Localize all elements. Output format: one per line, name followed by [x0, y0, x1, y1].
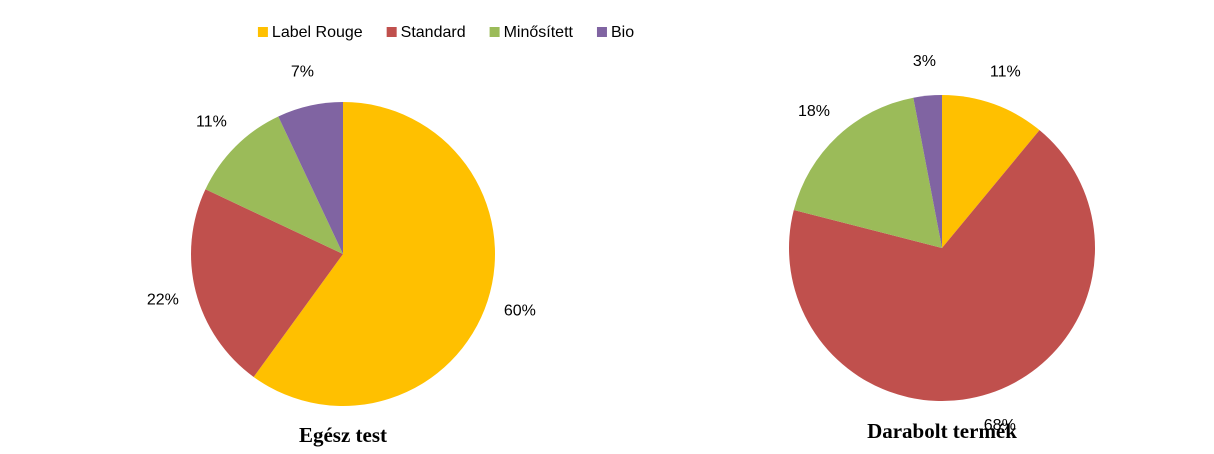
legend-label: Label Rouge — [272, 24, 363, 41]
chart-title: Egész test — [299, 423, 387, 447]
pie-slice — [191, 189, 343, 377]
legend-swatch — [386, 27, 397, 37]
legend-swatch — [257, 27, 268, 37]
legend-label: Bio — [611, 24, 634, 41]
pie-slice — [793, 97, 942, 248]
chart-title: Darabolt termék — [867, 419, 1017, 443]
pie-slice — [789, 130, 1095, 401]
data-label: 7% — [291, 64, 314, 81]
legend-swatch — [596, 27, 607, 37]
data-label: 60% — [504, 303, 536, 320]
pie-slice — [913, 95, 942, 248]
data-label: 11% — [196, 114, 227, 131]
legend-swatch — [489, 27, 500, 37]
data-label: 68% — [984, 417, 1016, 434]
legend: Label Rouge Standard Minősített Bio — [257, 24, 634, 41]
data-label: 11% — [990, 63, 1021, 80]
data-label: 18% — [798, 103, 830, 120]
pie-slice — [205, 116, 343, 255]
data-label: 3% — [913, 53, 936, 70]
legend-label: Standard — [401, 24, 466, 41]
pie-slice — [942, 95, 1040, 248]
pie-slice — [253, 102, 495, 406]
data-label: 22% — [147, 291, 179, 308]
pie-slice — [278, 102, 343, 254]
legend-label: Minősített — [504, 24, 574, 41]
